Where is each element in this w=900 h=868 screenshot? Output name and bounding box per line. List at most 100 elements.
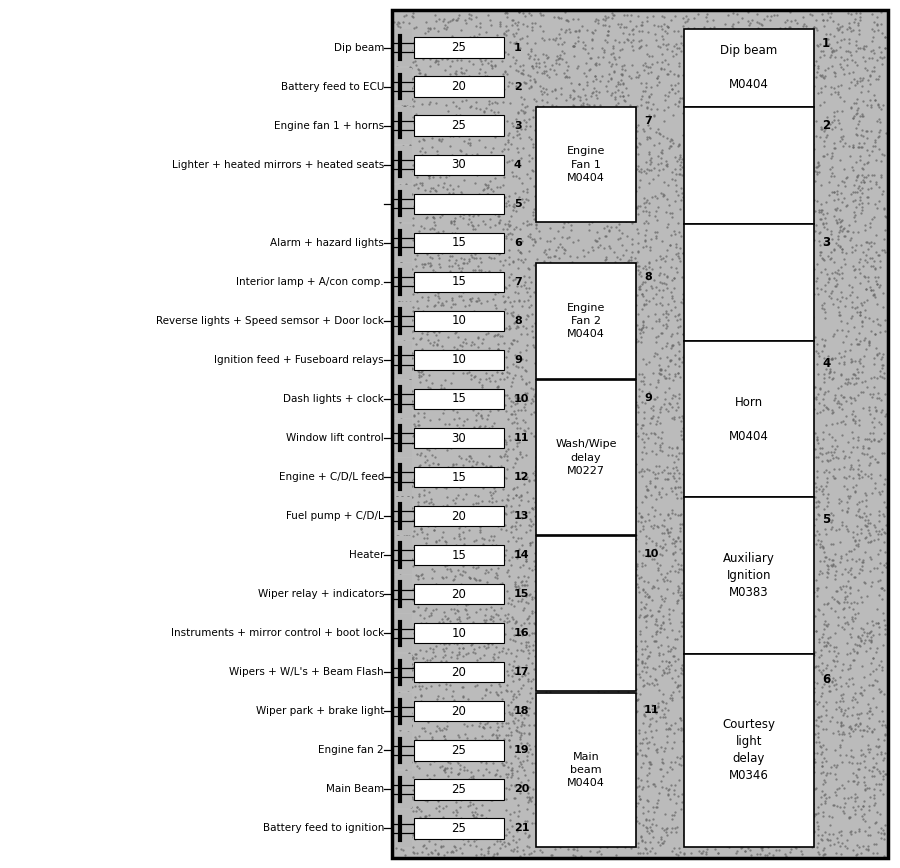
Point <box>504 394 518 408</box>
Point <box>760 779 774 793</box>
Point <box>720 561 734 575</box>
Point <box>519 638 534 652</box>
Point <box>798 322 813 336</box>
Point <box>533 444 547 458</box>
Point <box>514 774 528 788</box>
Point <box>569 146 583 160</box>
Point <box>450 13 464 27</box>
Point <box>669 47 683 61</box>
Point <box>767 765 781 779</box>
Point <box>527 92 542 106</box>
Point <box>498 295 512 309</box>
Point <box>624 761 638 775</box>
Point <box>676 11 690 25</box>
Point <box>663 228 678 242</box>
Point <box>520 814 535 828</box>
Point <box>442 279 456 293</box>
Point <box>496 259 510 273</box>
Point <box>623 488 637 502</box>
Point <box>810 165 824 179</box>
Point <box>639 95 653 108</box>
Point <box>443 518 457 532</box>
Point <box>662 616 677 630</box>
Point <box>400 490 415 503</box>
Point <box>452 424 466 438</box>
Point <box>525 590 539 604</box>
Point <box>458 13 473 27</box>
Point <box>475 378 490 391</box>
Point <box>670 216 685 230</box>
Point <box>651 149 665 163</box>
Point <box>472 419 487 433</box>
Point <box>563 342 578 356</box>
Point <box>860 432 875 446</box>
Point <box>869 348 884 362</box>
Point <box>607 714 621 728</box>
Point <box>491 823 506 837</box>
Point <box>712 608 726 621</box>
Point <box>399 521 413 535</box>
Point <box>747 389 761 403</box>
Point <box>651 373 665 387</box>
Point <box>392 235 406 249</box>
Point <box>853 85 868 99</box>
Point <box>764 10 778 23</box>
Point <box>791 549 806 563</box>
Point <box>428 549 442 562</box>
Point <box>726 767 741 781</box>
Point <box>814 85 828 99</box>
Point <box>577 612 591 626</box>
Point <box>523 512 537 526</box>
Point <box>446 531 461 545</box>
Point <box>668 370 682 384</box>
Point <box>644 102 658 115</box>
Point <box>487 329 501 343</box>
Point <box>485 191 500 205</box>
Point <box>415 578 429 592</box>
Point <box>765 131 779 145</box>
Point <box>441 400 455 414</box>
Point <box>505 165 519 179</box>
Point <box>593 631 608 645</box>
Point <box>571 650 585 664</box>
Point <box>734 841 748 855</box>
Point <box>572 77 586 91</box>
Point <box>597 441 611 455</box>
Point <box>399 8 413 22</box>
Point <box>659 154 673 168</box>
Point <box>808 442 823 456</box>
Point <box>837 595 851 609</box>
Point <box>637 678 652 692</box>
Point <box>729 187 743 201</box>
Point <box>483 44 498 58</box>
Point <box>643 712 657 726</box>
Point <box>746 535 760 549</box>
Point <box>715 246 729 260</box>
Point <box>505 76 519 90</box>
Point <box>523 791 537 805</box>
Point <box>404 790 419 804</box>
Point <box>403 235 418 249</box>
Point <box>488 467 502 481</box>
Point <box>482 162 496 176</box>
Point <box>558 108 572 122</box>
Point <box>698 467 713 481</box>
Point <box>472 274 487 288</box>
Text: 6: 6 <box>514 238 522 247</box>
Point <box>439 554 454 568</box>
Point <box>450 342 464 356</box>
Point <box>426 200 440 214</box>
Point <box>626 262 641 276</box>
Point <box>680 87 695 101</box>
Point <box>498 65 512 79</box>
Point <box>456 542 471 556</box>
Point <box>865 64 879 78</box>
Point <box>451 155 465 168</box>
Point <box>849 508 863 522</box>
Point <box>434 654 448 667</box>
Point <box>668 161 682 175</box>
Point <box>849 848 863 862</box>
Point <box>450 49 464 63</box>
Point <box>734 89 749 102</box>
Point <box>452 289 466 303</box>
